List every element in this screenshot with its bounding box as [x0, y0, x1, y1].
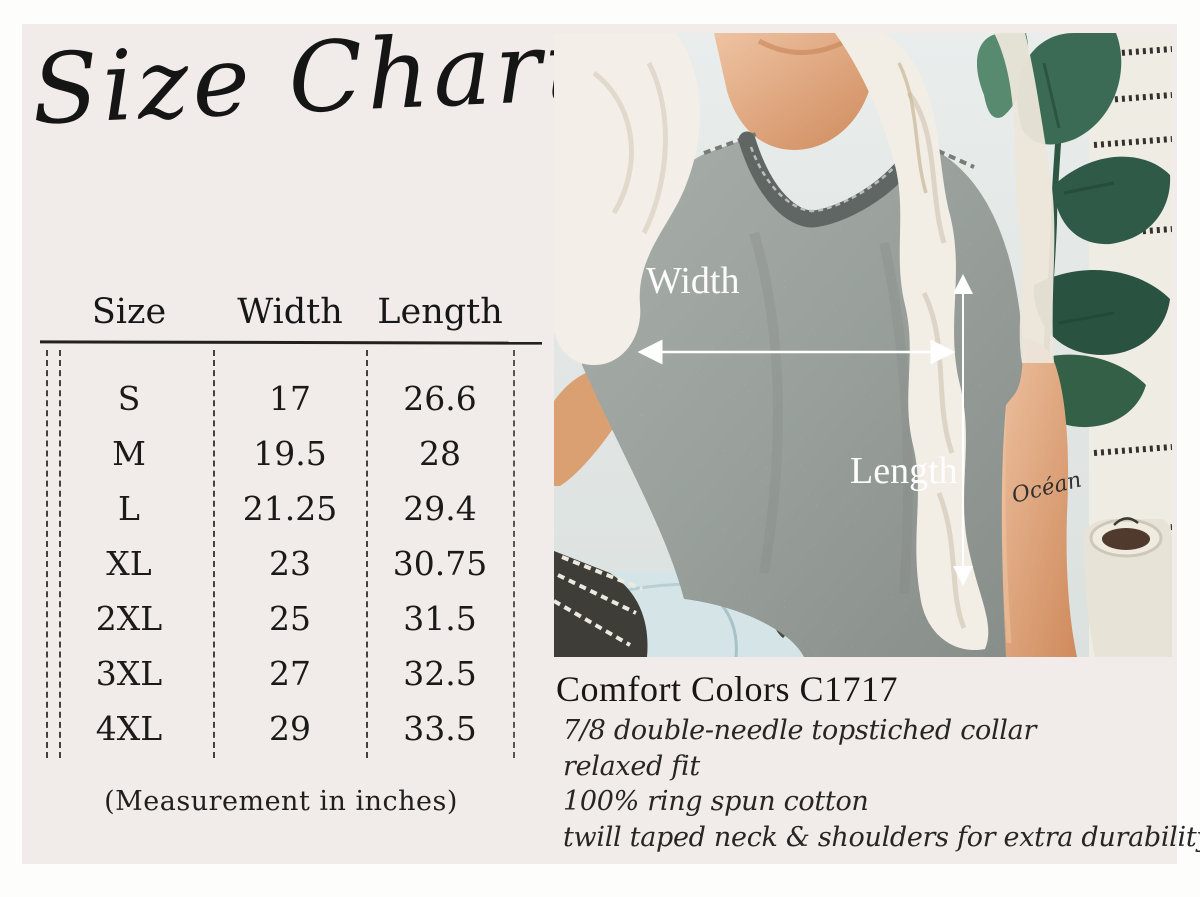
- size-cell: 2XL: [95, 599, 163, 638]
- size-table-header: Size Width Length: [44, 292, 514, 332]
- planter-pot: [1084, 517, 1172, 657]
- product-feature-item: relaxed fit: [563, 750, 700, 782]
- table-row: M 19.5 28: [44, 426, 514, 481]
- model-photo-illustration: Océan Width Length: [554, 33, 1172, 657]
- neck: [714, 33, 879, 150]
- size-cell: L: [118, 489, 140, 528]
- column-header-width: Width: [237, 292, 343, 332]
- length-cell: 32.5: [403, 654, 477, 693]
- width-cell: 19.5: [253, 434, 327, 473]
- width-cell: 29: [269, 709, 311, 748]
- column-header-length: Length: [377, 292, 503, 332]
- length-cell: 29.4: [403, 489, 477, 528]
- width-cell: 25: [269, 599, 311, 638]
- product-photo: Océan Width Length: [554, 33, 1172, 657]
- product-feature-item: 7/8 double-needle topstiched collar: [563, 715, 1037, 746]
- product-feature-item: 100% ring spun cotton: [563, 786, 869, 817]
- column-header-size: Size: [91, 292, 167, 332]
- product-name: Comfort Colors C1717: [556, 669, 899, 709]
- width-cell: 17: [269, 379, 311, 418]
- length-label: Length: [850, 450, 958, 492]
- length-cell: 31.5: [403, 599, 477, 638]
- width-cell: 21.25: [242, 489, 338, 528]
- table-row: S 17 26.6: [44, 371, 514, 426]
- size-table-body: S 17 26.6 M 19.5 28 L 21.25 29.4 XL 23 3…: [44, 371, 514, 756]
- size-cell: M: [112, 434, 146, 473]
- table-row: L 21.25 29.4: [44, 481, 514, 536]
- length-cell: 28: [419, 434, 461, 473]
- measurement-footnote: (Measurement in inches): [104, 786, 458, 817]
- table-row: 3XL 27 32.5: [44, 646, 514, 701]
- size-chart-title: Size Chart: [29, 9, 591, 147]
- measurement-annotations: Width Length: [637, 260, 973, 586]
- product-feature-item: twill taped neck & shoulders for extra d…: [563, 821, 1200, 853]
- patterned-blanket: [554, 551, 648, 657]
- table-row: 4XL 29 33.5: [44, 701, 514, 756]
- size-cell: 4XL: [95, 709, 163, 748]
- size-cell: XL: [106, 544, 152, 583]
- length-cell: 30.75: [392, 544, 488, 583]
- length-cell: 33.5: [403, 709, 477, 748]
- width-cell: 23: [269, 544, 311, 583]
- size-cell: S: [117, 379, 141, 418]
- length-cell: 26.6: [403, 379, 477, 418]
- width-label: Width: [646, 260, 739, 302]
- size-cell: 3XL: [95, 654, 163, 693]
- table-row: XL 23 30.75: [44, 536, 514, 591]
- product-feature-list: 7/8 double-needle topstiched collar rela…: [563, 713, 1200, 855]
- width-cell: 27: [269, 654, 311, 693]
- table-row: 2XL 25 31.5: [44, 591, 514, 646]
